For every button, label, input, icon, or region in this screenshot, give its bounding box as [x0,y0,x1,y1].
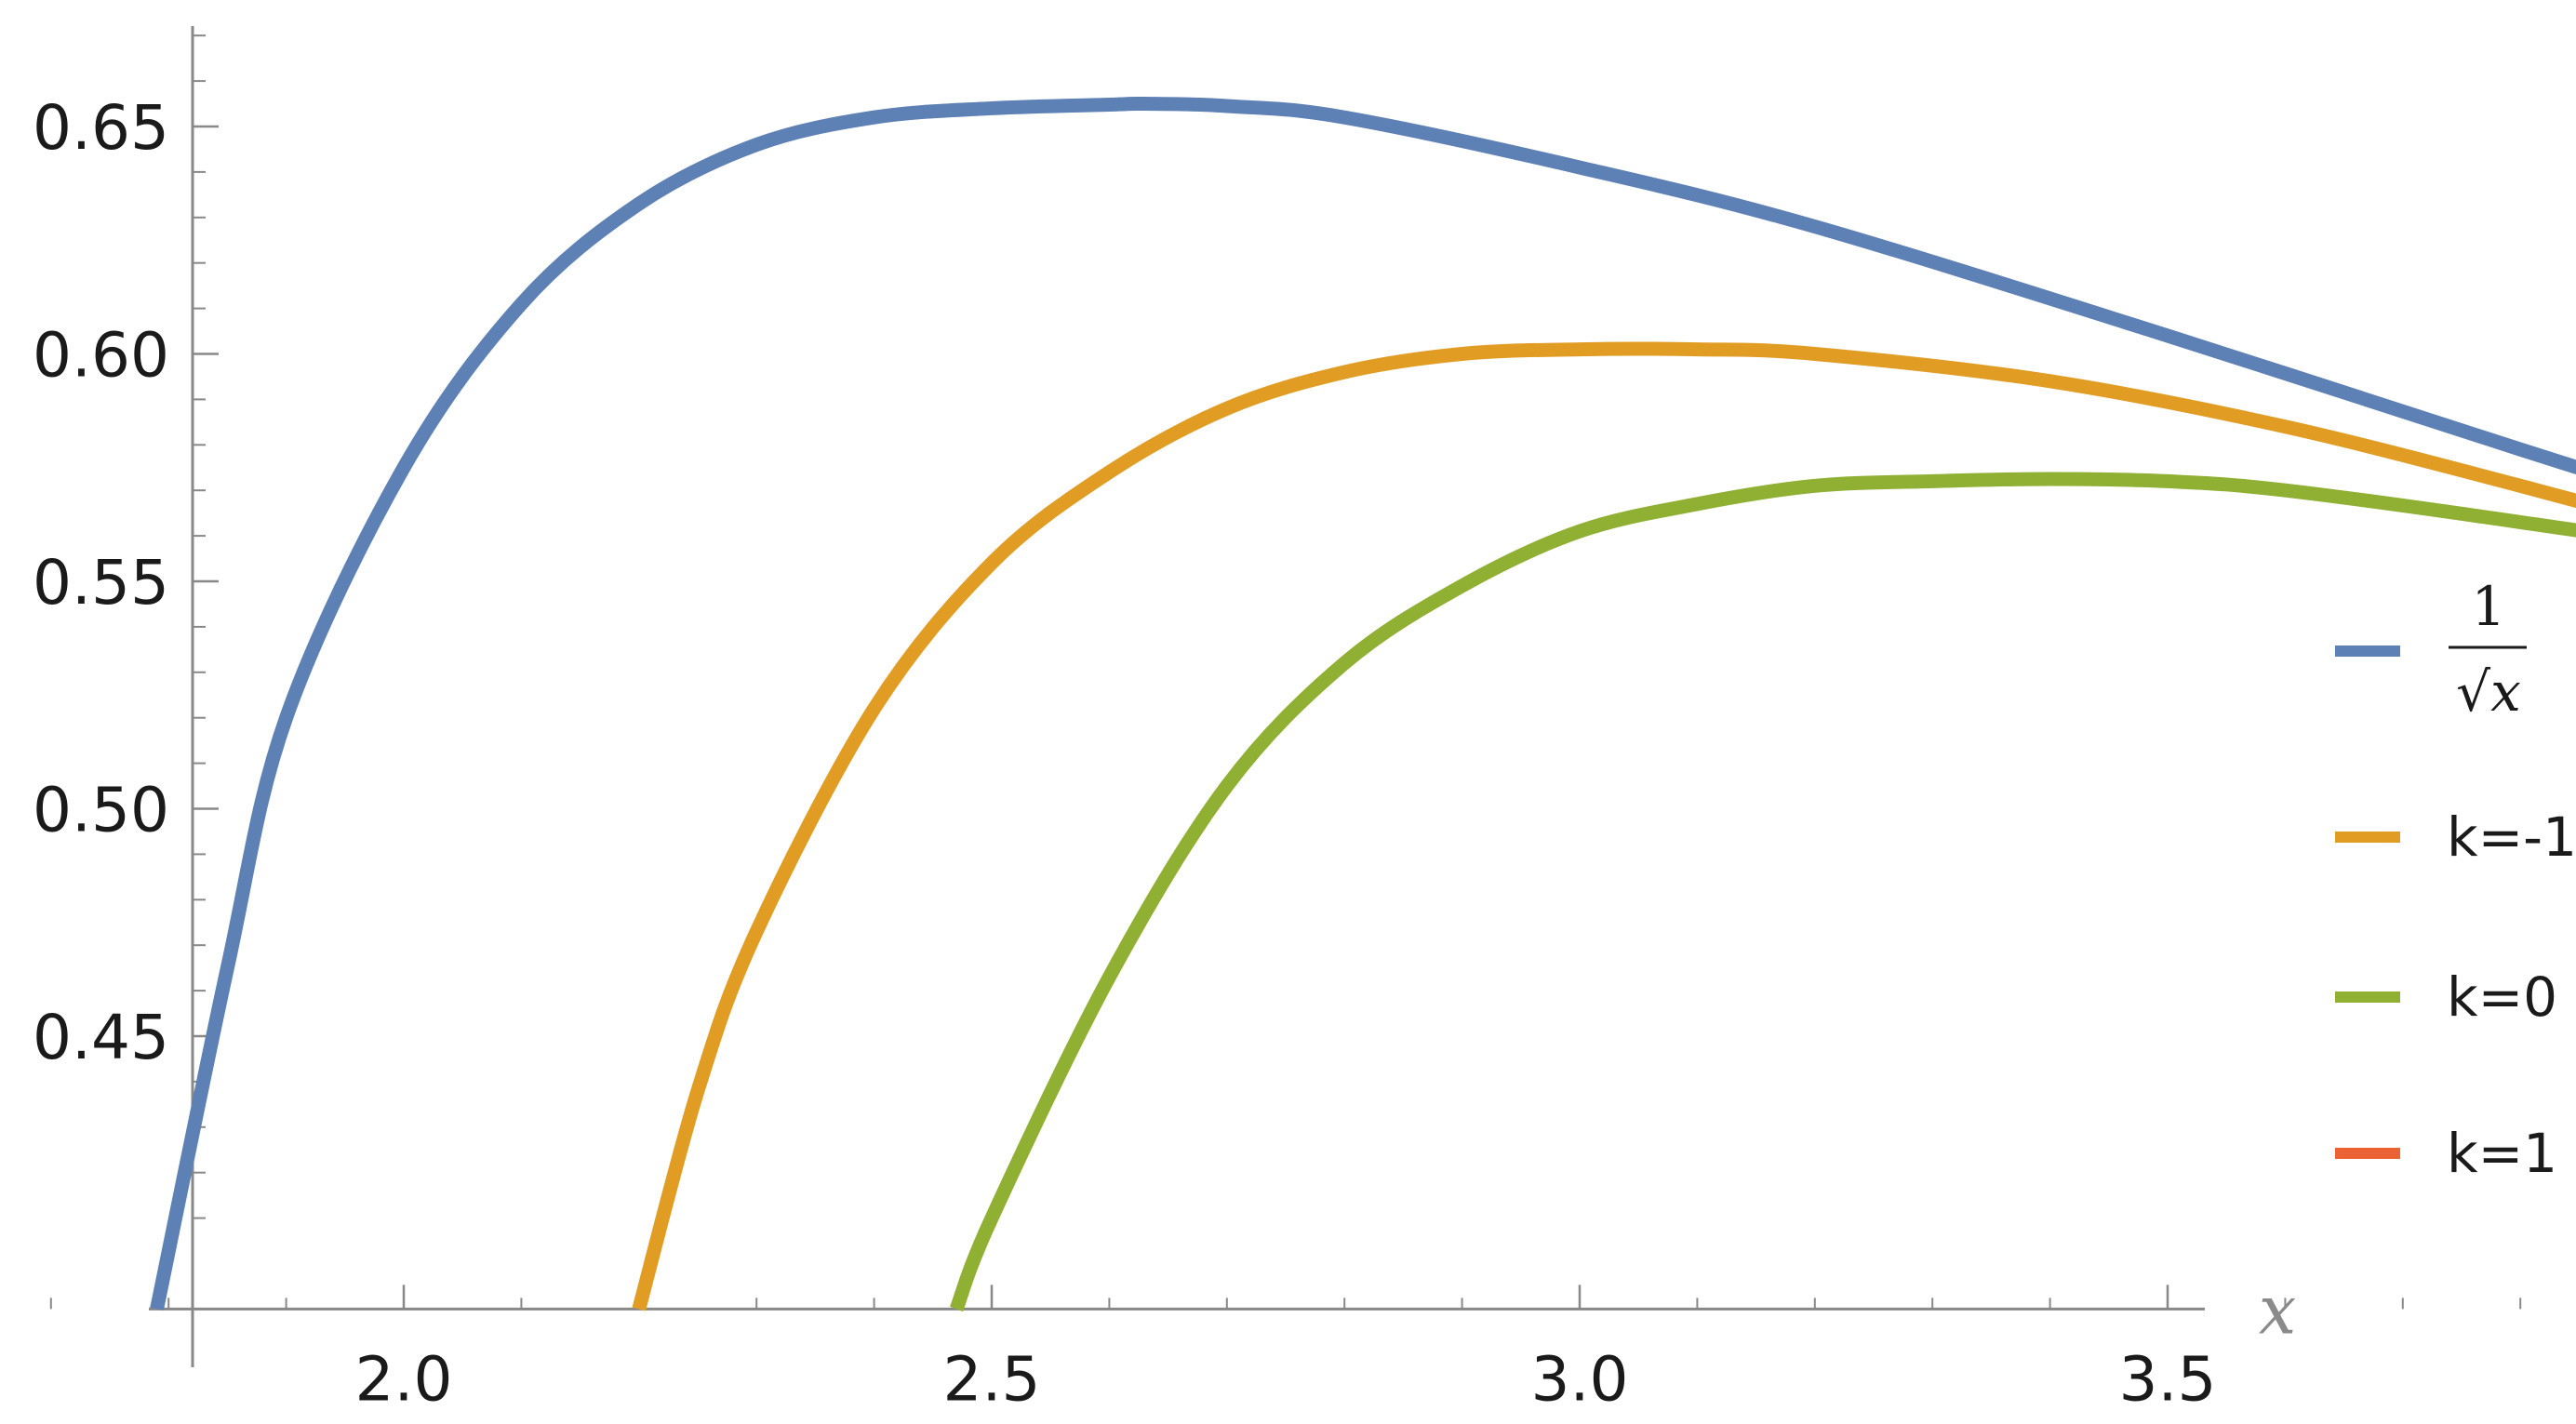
legend: 1 √x k=-1 k=0 k=1 [2335,575,2576,1185]
series-line-2 [950,472,2576,1312]
legend-denominator: √x [2456,660,2521,724]
x-axis-label: x [2259,1271,2297,1349]
series-line-0 [150,96,2576,1311]
y-tick-label: 0.45 [33,1002,169,1073]
series-line-1 [632,341,2576,1311]
axes: 2.02.53.03.54.04.55.00.450.500.550.600.6… [33,26,2522,1415]
legend-numerator: 1 [2472,575,2506,638]
legend-label: k=1 [2447,1122,2557,1185]
y-tick-label: 0.65 [33,92,169,164]
x-tick-label: 2.5 [943,1343,1041,1415]
y-tick-label: 0.50 [33,775,169,846]
y-tick-label: 0.60 [33,320,169,392]
x-tick-label: 2.0 [355,1343,453,1415]
legend-label: k=-1 [2447,805,2576,869]
x-tick-label: 3.5 [2119,1343,2217,1415]
y-tick-label: 0.55 [33,547,169,619]
legend-label: k=0 [2447,965,2557,1029]
series-layer [150,96,2576,1312]
x-tick-label: 3.0 [1531,1343,1629,1415]
